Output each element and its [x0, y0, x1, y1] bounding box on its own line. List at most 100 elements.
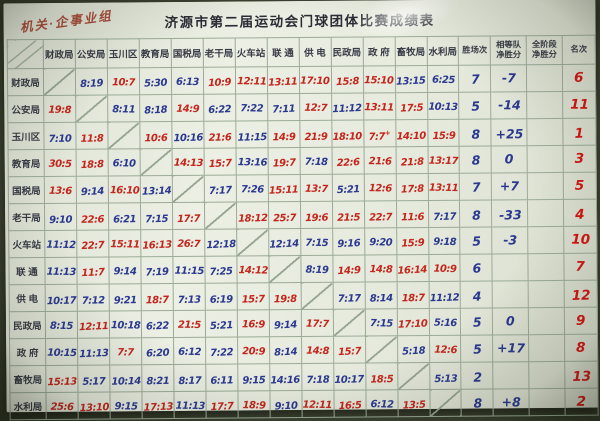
net-all-cell — [527, 118, 564, 146]
score-cell: 7:15 — [300, 228, 333, 256]
rank-cell: 4 — [563, 199, 597, 227]
wins-cell: 8 — [459, 146, 492, 174]
score-cell: 5:18 — [397, 335, 430, 363]
score-cell: 10:13 — [427, 92, 460, 120]
score-cell: 18:7 — [140, 283, 174, 311]
score-cell: 15:10 — [362, 65, 396, 94]
score-cell: 7:19 — [140, 256, 173, 284]
score-cell: 6:25 — [426, 65, 460, 93]
score-cell: 17:10 — [396, 308, 430, 336]
net-all-cell — [528, 253, 565, 281]
net-all-cell — [527, 226, 564, 254]
score-cell: 15:9 — [396, 227, 429, 255]
row-team-label: 国税局 — [8, 176, 45, 204]
score-cell: 13:11 — [363, 92, 396, 121]
score-cell: 13:11 — [267, 66, 300, 94]
column-header: 水利局 — [426, 36, 459, 66]
score-cell: 5:21 — [331, 174, 365, 202]
score-cell: 11:8 — [75, 122, 108, 150]
score-cell: 8:14 — [269, 336, 302, 364]
score-cell: 11:15 — [172, 256, 205, 284]
diagonal-cell — [75, 95, 108, 123]
score-cell: 7:12 — [76, 284, 110, 312]
score-cell: 7:10 — [43, 122, 76, 150]
score-cell: 22:7 — [364, 200, 397, 229]
score-cell: 15:11 — [108, 229, 141, 258]
rank-cell: 5 — [563, 172, 597, 200]
score-cell: 6:21 — [108, 202, 141, 231]
net-all-cell — [528, 280, 565, 308]
score-cell: 6:10 — [107, 148, 141, 177]
score-cell: 6:12 — [365, 389, 398, 417]
score-cell: 13:11 — [427, 173, 460, 201]
net-equal-cell: +17 — [492, 334, 529, 362]
column-header: 火车站 — [234, 37, 268, 68]
score-cell: 14:12 — [236, 255, 269, 284]
score-cell: 14:8 — [301, 336, 334, 364]
row-team-label: 老干局 — [8, 203, 45, 231]
score-cell: 10:6 — [139, 121, 172, 149]
score-cell: 17:7 — [300, 309, 334, 337]
score-cell: 13:15 — [394, 65, 428, 93]
score-cell: 7:17 — [332, 282, 365, 310]
score-table: 财政局 公安局 玉川区 教育局 国税局 老干局 火车站联 通供 电民政局政 府畜牧局 水利局胜… — [7, 35, 599, 421]
score-cell: 7:15 — [364, 308, 398, 337]
score-cell: 25:7 — [268, 201, 301, 229]
score-cell: 10:17 — [45, 284, 78, 312]
net-equal-cell: -3 — [492, 226, 529, 254]
column-header: 民政局 — [330, 37, 363, 67]
score-cell: 5:17 — [77, 365, 110, 393]
score-cell: 10:9 — [428, 254, 461, 282]
score-cell: 7:22 — [235, 93, 268, 122]
net-equal-cell — [492, 280, 529, 308]
score-cell: 22:6 — [76, 203, 109, 231]
net-all-cell — [528, 307, 565, 335]
score-cell: 7:17 — [203, 175, 237, 203]
row-team-label: 联 通 — [8, 257, 46, 285]
score-cell: 8:18 — [139, 94, 172, 122]
score-cell: 7:11 — [267, 93, 300, 121]
score-cell: 12:11 — [235, 66, 268, 95]
score-cell: 7:18 — [301, 363, 334, 391]
score-cell: 9:20 — [364, 227, 397, 256]
row-team-label: 火车站 — [8, 230, 45, 258]
score-cell: 12:11 — [301, 390, 334, 418]
score-cell: 15:13 — [45, 365, 78, 393]
column-header: 相等队 净胜分 — [490, 35, 527, 66]
rank-cell: 9 — [564, 307, 598, 335]
column-header: 供 电 — [298, 37, 332, 67]
net-all-cell — [527, 145, 564, 173]
score-cell: 6:20 — [141, 337, 174, 365]
score-cell: 15:8 — [331, 66, 364, 94]
score-cell: 8:19 — [300, 255, 333, 283]
wins-cell: 8 — [459, 200, 493, 228]
row-team-label: 政 府 — [9, 338, 46, 366]
net-all-cell — [527, 172, 564, 200]
net-all-cell — [527, 199, 564, 227]
wins-cell: 5 — [459, 92, 492, 120]
score-cell: 14:13 — [171, 148, 204, 176]
score-cell: 7:26 — [235, 174, 269, 203]
score-cell: 25:6 — [45, 392, 79, 420]
score-cell: 7:7+ — [363, 119, 396, 148]
score-cell: 12:6 — [363, 173, 397, 202]
rank-cell: 12 — [564, 280, 598, 308]
row-team-label: 供 电 — [9, 284, 46, 312]
column-header: 公安局 — [75, 39, 108, 69]
score-cell: 6:19 — [204, 283, 238, 311]
net-equal-cell: 0 — [492, 307, 529, 335]
score-cell: 16:13 — [140, 229, 173, 257]
score-cell: 7:18 — [299, 147, 332, 175]
score-cell: 12:18 — [204, 229, 237, 257]
score-cell: 18:5 — [365, 362, 398, 390]
column-header: 教育局 — [138, 38, 172, 68]
score-cell: 11:13 — [173, 391, 206, 419]
score-cell: 26:7 — [172, 229, 205, 257]
score-cell: 8:17 — [173, 364, 206, 392]
score-cell: 18:9 — [237, 390, 270, 419]
score-cell: 11:15 — [235, 120, 268, 149]
score-cell: 13:5 — [397, 389, 430, 417]
diagonal-cell — [107, 121, 140, 150]
rank-cell: 11 — [562, 91, 596, 119]
score-cell: 22:7 — [76, 230, 109, 258]
